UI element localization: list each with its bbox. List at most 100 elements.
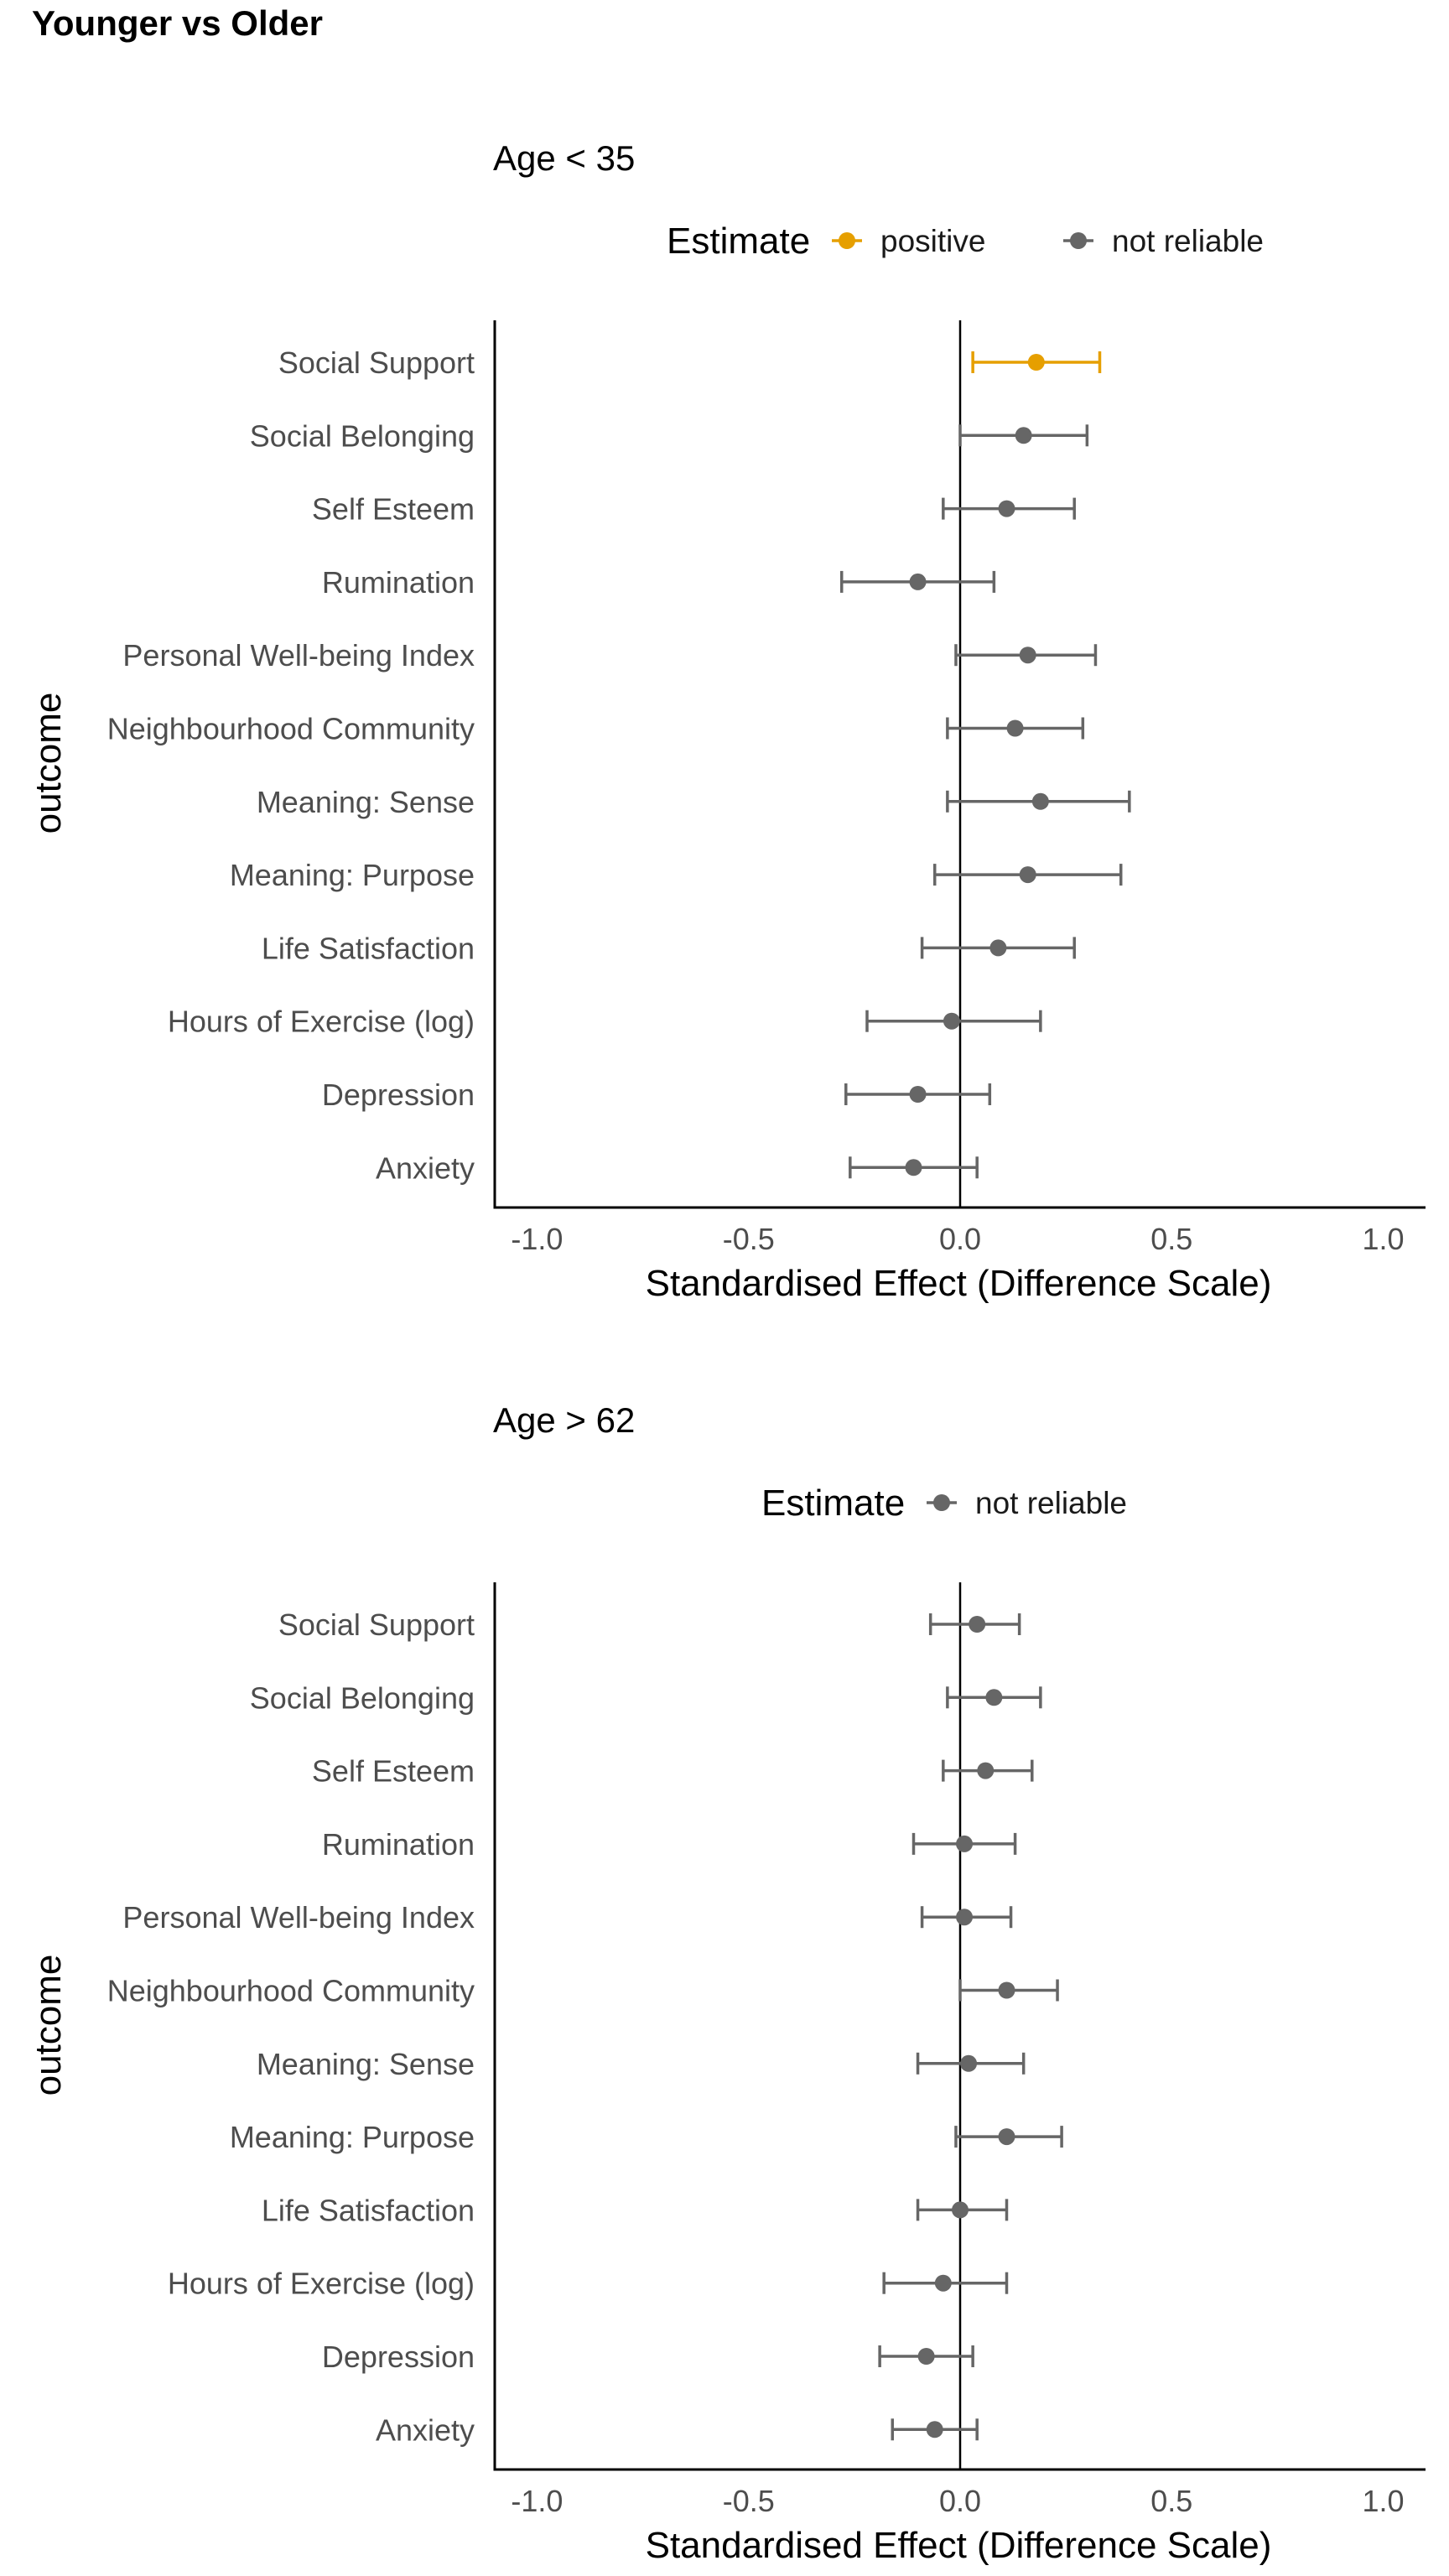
panel-title: Age < 35 <box>493 138 635 178</box>
estimate-row: Rumination <box>322 1827 1017 1862</box>
legend: Estimate not reliable <box>761 1483 1127 1524</box>
point-estimate <box>977 1762 995 1779</box>
legend-title: Estimate <box>761 1483 905 1524</box>
outcome-label: Life Satisfaction <box>262 2193 475 2227</box>
legend-key-point <box>933 1494 950 1511</box>
point-estimate <box>998 2128 1015 2146</box>
outcome-label: Social Support <box>278 345 475 380</box>
point-estimate <box>1019 647 1036 664</box>
estimate-row: Depression <box>322 1078 992 1112</box>
point-estimate <box>969 1616 986 1633</box>
point-estimate <box>909 573 927 590</box>
legend: Estimate positive not reliable <box>667 221 1264 262</box>
estimate-row: Life Satisfaction <box>262 931 1076 965</box>
x-axis-title: Standardised Effect (Difference Scale) <box>646 1263 1272 1304</box>
estimate-row: Neighbourhood Community <box>107 712 1085 746</box>
outcome-label: Social Belonging <box>250 1680 475 1715</box>
estimate-row: Life Satisfaction <box>262 2193 1009 2227</box>
point-estimate <box>989 939 1007 957</box>
point-estimate <box>905 1159 922 1176</box>
legend-label-not-reliable: not reliable <box>975 1486 1127 1520</box>
x-tick-label: -0.5 <box>723 1222 775 1256</box>
point-estimate <box>985 1689 1003 1706</box>
x-tick-label: 0.0 <box>939 2484 981 2518</box>
estimate-row: Personal Well-being Index <box>122 638 1098 673</box>
estimate-row: Depression <box>322 2340 974 2374</box>
panel-title: Age > 62 <box>493 1400 635 1440</box>
x-tick-label: 0.5 <box>1150 1222 1192 1256</box>
outcome-label: Personal Well-being Index <box>122 638 475 673</box>
y-axis-title: outcome <box>28 693 69 834</box>
estimate-row: Personal Well-being Index <box>122 1900 1013 1935</box>
estimate-row: Meaning: Sense <box>257 785 1131 819</box>
estimate-row: Anxiety <box>376 2412 979 2447</box>
panel-1: Age < 35 Estimate positive not reliable -1.0… <box>28 138 1426 1304</box>
outcome-label: Meaning: Purpose <box>230 2120 475 2154</box>
estimate-row: Meaning: Sense <box>257 2047 1026 2081</box>
point-estimate <box>926 2421 943 2438</box>
x-tick-label: 1.0 <box>1363 2484 1405 2518</box>
figure-title: Younger vs Older <box>32 3 323 43</box>
estimate-row: Self Esteem <box>312 492 1076 527</box>
point-estimate <box>998 500 1015 517</box>
outcome-label: Depression <box>322 2340 475 2374</box>
outcome-label: Self Esteem <box>312 492 475 527</box>
outcome-label: Social Belonging <box>250 418 475 453</box>
outcome-label: Meaning: Purpose <box>230 858 475 892</box>
x-axis-title: Standardised Effect (Difference Scale) <box>646 2525 1272 2566</box>
estimate-row: Social Support <box>278 345 1102 380</box>
estimate-row: Hours of Exercise (log) <box>168 1005 1042 1039</box>
legend-label-positive: positive <box>880 224 985 258</box>
outcome-label: Anxiety <box>376 1150 475 1185</box>
outcome-label: Neighbourhood Community <box>107 712 475 746</box>
y-axis-title: outcome <box>28 1955 69 2096</box>
point-estimate <box>943 1012 960 1030</box>
point-estimate <box>998 1981 1015 1999</box>
outcome-label: Meaning: Sense <box>257 2047 475 2081</box>
estimate-row: Social Belonging <box>250 1680 1042 1715</box>
point-estimate <box>1015 427 1032 444</box>
estimate-row: Anxiety <box>376 1150 979 1185</box>
point-estimate <box>917 2348 935 2365</box>
x-tick-label: 0.5 <box>1150 2484 1192 2518</box>
estimate-row: Meaning: Purpose <box>230 2120 1063 2154</box>
legend-title: Estimate <box>667 221 810 262</box>
outcome-label: Rumination <box>322 565 475 600</box>
estimate-row: Social Belonging <box>250 418 1089 453</box>
x-tick-label: 1.0 <box>1363 1222 1405 1256</box>
point-estimate <box>1006 719 1024 737</box>
x-tick-label: -1.0 <box>511 1222 563 1256</box>
outcome-label: Anxiety <box>376 2412 475 2447</box>
x-tick-label: -0.5 <box>723 2484 775 2518</box>
legend-key-point <box>1070 232 1087 249</box>
estimate-row: Self Esteem <box>312 1754 1034 1789</box>
estimate-row: Hours of Exercise (log) <box>168 2267 1009 2301</box>
estimate-row: Neighbourhood Community <box>107 1974 1059 2008</box>
point-estimate <box>1031 792 1049 810</box>
legend-label-not-reliable: not reliable <box>1112 224 1264 258</box>
legend-key-point <box>839 232 855 249</box>
outcome-label: Rumination <box>322 1827 475 1862</box>
outcome-label: Personal Well-being Index <box>122 1900 475 1935</box>
x-tick-label: 0.0 <box>939 1222 981 1256</box>
outcome-label: Hours of Exercise (log) <box>168 1005 475 1039</box>
outcome-label: Meaning: Sense <box>257 785 475 819</box>
outcome-label: Social Support <box>278 1607 475 1642</box>
point-estimate <box>1019 866 1036 884</box>
outcome-label: Life Satisfaction <box>262 931 475 965</box>
point-estimate <box>909 1086 927 1103</box>
outcome-label: Hours of Exercise (log) <box>168 2267 475 2301</box>
point-estimate <box>960 2054 978 2072</box>
point-estimate <box>934 2274 952 2292</box>
estimate-row: Rumination <box>322 565 996 600</box>
point-estimate <box>952 2201 969 2219</box>
point-estimate <box>956 1909 974 1926</box>
outcome-label: Neighbourhood Community <box>107 1974 475 2008</box>
panel-2: Age > 62 Estimate not reliable -1.0 -0.5 0.0 0… <box>28 1400 1426 2566</box>
outcome-label: Depression <box>322 1078 475 1112</box>
outcome-label: Self Esteem <box>312 1754 475 1789</box>
x-tick-label: -1.0 <box>511 2484 563 2518</box>
point-estimate <box>956 1835 974 1852</box>
estimate-row: Social Support <box>278 1607 1021 1642</box>
